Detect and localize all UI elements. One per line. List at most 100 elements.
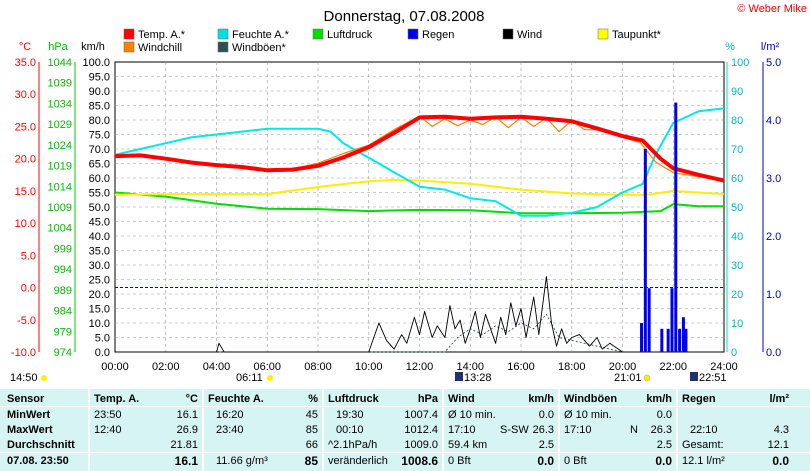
wind-tick: 80.0 xyxy=(89,115,110,127)
pressure-tick: 1004 xyxy=(48,223,72,235)
rain-max-value: 4.3 xyxy=(773,424,789,436)
pressure-tick: 974 xyxy=(54,347,72,359)
min-label: MinWert xyxy=(7,409,51,421)
rain-bar xyxy=(660,328,664,352)
wind-beaufort: 0 Bft xyxy=(448,455,471,467)
rain-bar xyxy=(670,288,674,352)
rain-bar xyxy=(681,317,685,352)
temp-tick: 35.0 xyxy=(15,57,36,69)
rain-tick: 5.0 xyxy=(766,57,781,69)
legend: Temp. A.* Feuchte A.* Luftdruck Regen Wind Ta… xyxy=(123,28,662,54)
temp-tick: 0.0 xyxy=(21,283,36,295)
pressure-tick: 1039 xyxy=(48,78,72,90)
gusts-max-time: 17:10 xyxy=(564,424,592,436)
humidity-tick: 60 xyxy=(731,173,743,185)
humidity-tick: 50 xyxy=(731,202,743,214)
time-tick: 18:00 xyxy=(558,361,586,373)
sunrise-icon xyxy=(267,375,273,381)
rain-total-label: Gesamt: xyxy=(682,439,724,451)
time-tick: 02:00 xyxy=(152,361,180,373)
weather-chart: Donnerstag, 07.08.2008 © Weber Mike Temp… xyxy=(10,3,807,384)
legend-swatch-2 xyxy=(312,28,324,40)
pressure-tick: 1009 xyxy=(48,202,72,214)
moonrise-label: 13:28 xyxy=(464,372,492,384)
gusts-mean-value: 2.5 xyxy=(656,439,672,451)
plot-area xyxy=(114,102,725,353)
wind-mean-value: 2.5 xyxy=(538,439,554,451)
legend-label-3: Regen xyxy=(422,29,454,41)
pressure-header: Luftdruck xyxy=(328,393,379,405)
absolute-humidity: 11.66 g/m³ xyxy=(216,455,268,467)
humidity-unit: % xyxy=(308,393,318,405)
wind-tick: 0.0 xyxy=(95,347,110,359)
pressure-forecast: veränderlich xyxy=(328,455,388,467)
wind-tick: 5.0 xyxy=(95,333,110,345)
humidity-tick: 20 xyxy=(731,289,743,301)
humidity-max-value: 85 xyxy=(305,424,318,436)
humidity-tick: 40 xyxy=(731,231,743,243)
wind-tick: 20.0 xyxy=(89,289,110,301)
pressure-tick: 1024 xyxy=(48,140,72,152)
pressure-tick: 994 xyxy=(54,264,72,276)
rain-bar xyxy=(640,323,644,352)
temp-min-time: 23:50 xyxy=(94,409,122,421)
temp-header: Temp. A. xyxy=(94,393,140,405)
wind-tick: 10.0 xyxy=(89,318,110,330)
temp-unit: °C xyxy=(185,393,198,405)
series-luftdruck xyxy=(114,191,724,215)
axes: °C hPa km/h% l/m²100.095.090.085.080.075.07… xyxy=(11,41,781,373)
pressure-tick: 1044 xyxy=(48,57,72,69)
chart-title: Donnerstag, 07.08.2008 xyxy=(324,8,485,25)
wind-tick: 85.0 xyxy=(89,101,110,113)
time-tick: 12:00 xyxy=(406,361,434,373)
gusts-max-direction: N xyxy=(630,424,638,436)
time-tick: 06:00 xyxy=(253,361,281,373)
humidity-tick: 10 xyxy=(731,318,743,330)
sunset-icon xyxy=(643,374,651,382)
rain-bar xyxy=(678,328,682,352)
humidity-max-time: 23:40 xyxy=(216,424,244,436)
time-tick: 16:00 xyxy=(507,361,535,373)
humidity-current-value: 85 xyxy=(304,454,318,468)
pressure-max-time: 00:10 xyxy=(336,424,364,436)
series-feuchte-a xyxy=(114,107,725,217)
time-tick: 24:00 xyxy=(710,361,738,373)
legend-label-0: Temp. A.* xyxy=(138,29,186,41)
legend-swatch-4 xyxy=(502,28,514,40)
wind-avg-value: 0.0 xyxy=(538,409,554,421)
pressure-max-value: 1012.4 xyxy=(404,424,438,436)
temp-tick: 5.0 xyxy=(21,250,36,262)
pressure-tick: 1014 xyxy=(48,181,72,193)
legend-label-7: Windböen* xyxy=(232,42,287,54)
rain-tick: 0.0 xyxy=(766,347,781,359)
rain-unit-label: l/m² xyxy=(761,41,780,53)
rain-tick: 1.0 xyxy=(766,289,781,301)
series-taupunkt xyxy=(114,178,725,196)
wind-max-direction: S-SW xyxy=(500,424,529,436)
temp-min-value: 16.1 xyxy=(176,409,198,421)
pressure-tick: 1034 xyxy=(48,98,72,110)
sensor-header: Sensor xyxy=(7,393,45,405)
temp-tick: -5.0 xyxy=(17,315,36,327)
wind-tick: 75.0 xyxy=(89,130,110,142)
legend-swatch-3 xyxy=(407,28,419,40)
rain-max-time: 22:10 xyxy=(690,424,718,436)
rain-total-amount: 12.1 l/m² xyxy=(682,455,725,467)
pressure-min-time: 19:30 xyxy=(336,409,364,421)
rain-tick: 3.0 xyxy=(766,173,781,185)
legend-label-1: Feuchte A.* xyxy=(232,29,290,41)
sunset-label: 21:01 xyxy=(614,372,642,384)
series-wind xyxy=(115,276,724,353)
legend-label-2: Luftdruck xyxy=(327,29,373,41)
pressure-current-value: 1008.6 xyxy=(401,454,438,468)
temp-tick: 25.0 xyxy=(15,121,36,133)
temp-unit-label: °C xyxy=(19,41,31,53)
temp-tick: 15.0 xyxy=(15,186,36,198)
humidity-tick: 90 xyxy=(731,86,743,98)
legend-swatch-6 xyxy=(123,41,135,53)
legend-swatch-5 xyxy=(597,28,609,40)
current-timestamp: 07.08. 23:50 xyxy=(7,455,69,467)
gusts-unit: km/h xyxy=(646,393,672,405)
statistics-panel: Sensor MinWert MaxWert Durchschnitt 07.0… xyxy=(0,389,810,471)
wind-tick: 55.0 xyxy=(89,188,110,200)
